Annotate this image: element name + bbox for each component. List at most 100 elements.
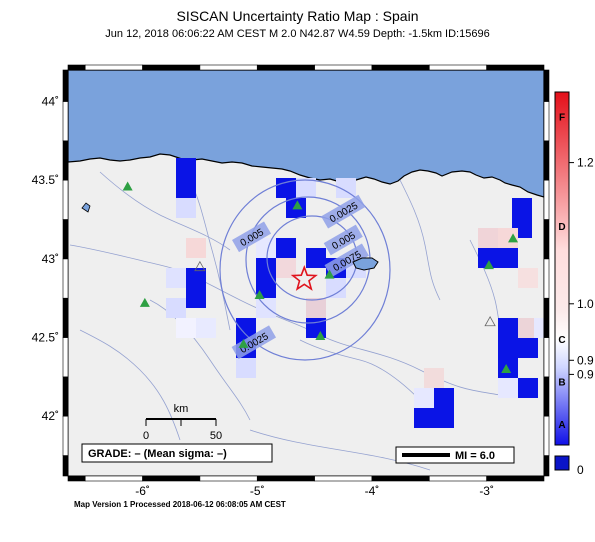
station-triangle-icon	[483, 260, 494, 270]
border-segment	[199, 64, 258, 71]
border-segment	[314, 475, 373, 482]
grid-cell	[256, 298, 276, 318]
latitude-label: 43˚	[42, 252, 59, 266]
border-segment	[62, 337, 69, 378]
colorbar-zero-swatch	[554, 455, 570, 471]
border-segment	[84, 64, 143, 71]
latitude-label: 42.5˚	[32, 331, 59, 345]
colorbar-gradient	[554, 91, 570, 446]
border-segment	[429, 64, 487, 71]
colorbar-grade-label: F	[559, 113, 565, 124]
station-open-triangle-icon	[484, 315, 496, 327]
scale-start: 0	[143, 430, 149, 442]
grid-cell	[326, 278, 346, 298]
grid-cell	[534, 318, 544, 338]
border-segment	[62, 140, 69, 181]
station-triangle-icon	[238, 338, 249, 348]
grid-cell	[518, 338, 538, 358]
scale-bar: km 0 50	[143, 403, 222, 442]
grid-cell	[336, 178, 356, 198]
border-segment	[371, 475, 430, 482]
border-segment	[67, 64, 86, 71]
border-segment	[62, 179, 69, 220]
grid-cell	[256, 258, 276, 278]
grid-cell	[236, 358, 256, 378]
grid-cell	[518, 378, 538, 398]
latitude-label: 44˚	[42, 94, 59, 108]
border-segment	[62, 258, 69, 299]
border-segment	[371, 64, 430, 71]
grid-cell	[276, 178, 296, 198]
grid-cell	[176, 158, 196, 178]
border-segment	[543, 219, 550, 260]
station-triangle-icon	[324, 269, 335, 279]
station-triangle-icon	[501, 363, 512, 373]
open-stations	[194, 260, 496, 327]
colorbar-grade-label: A	[558, 420, 565, 431]
latitude-labels: 44˚ 43.5˚ 43˚ 42.5˚ 42˚	[32, 94, 59, 423]
grid-cell	[296, 178, 316, 198]
border-segment	[199, 475, 258, 482]
border-segment	[543, 69, 550, 102]
colorbar-tick-label: 0.9	[577, 367, 594, 381]
station-triangle-icon	[122, 181, 133, 191]
grid-cell	[434, 388, 454, 408]
station-triangle-icon	[508, 233, 519, 243]
grid-cell	[236, 318, 256, 338]
grid-cell	[424, 368, 444, 388]
grid-cell	[434, 408, 454, 428]
latitude-label: 42˚	[42, 409, 59, 423]
border-segment	[62, 376, 69, 417]
mi-box: MI = 6.0	[395, 446, 515, 464]
border-segment	[543, 337, 550, 378]
colorbar-tick-label: 1.0	[577, 297, 594, 311]
border-segment	[543, 455, 550, 477]
border-segment	[67, 475, 86, 482]
border-segment	[142, 475, 201, 482]
station-open-triangle-icon	[194, 260, 206, 272]
grid-cell	[166, 268, 186, 288]
border-segment	[543, 179, 550, 220]
grid-cell	[186, 288, 206, 308]
station-triangle-icon	[315, 330, 326, 340]
grid-cell	[186, 238, 206, 258]
border-segment	[62, 455, 69, 477]
epicenter-star-icon	[290, 265, 318, 291]
grid-cell	[276, 238, 296, 258]
grid-cell	[276, 258, 296, 278]
border-segment	[543, 140, 550, 181]
border-segment	[142, 64, 201, 71]
border-segment	[543, 376, 550, 417]
longitude-label: -6˚	[135, 484, 150, 498]
border-segment	[62, 219, 69, 260]
map-border-ticks	[62, 64, 550, 482]
stations	[122, 181, 519, 373]
island-shape	[352, 257, 379, 271]
grid-cell	[478, 248, 498, 268]
border-segment	[543, 297, 550, 338]
colorbar: 1.2 1.0 0.90.9 F D C B A 0	[554, 91, 594, 477]
map-subtitle: Jun 12, 2018 06:06:22 AM CEST M 2.0 N42.…	[105, 28, 490, 40]
grid-cell	[186, 268, 206, 288]
colorbar-ticks: 1.2 1.0 0.90.9	[569, 156, 594, 381]
colorbar-grade-label: C	[558, 335, 565, 346]
latitude-label: 43.5˚	[32, 173, 59, 187]
longitude-labels: -6˚ -5˚ -4˚ -3˚	[135, 484, 494, 498]
border-segment	[256, 475, 315, 482]
station-triangle-icon	[254, 290, 265, 300]
scale-unit: km	[174, 403, 189, 415]
border-segment	[486, 64, 545, 71]
border-segment	[84, 475, 143, 482]
grid-cell	[256, 238, 276, 258]
mi-text: MI = 6.0	[455, 450, 495, 462]
grid-cell	[414, 388, 434, 408]
grid-cell	[478, 228, 498, 248]
colorbar-tick-label: 0.9	[577, 353, 594, 367]
border-segment	[543, 415, 550, 456]
grid-cell	[176, 198, 196, 218]
grid-cell	[176, 178, 196, 198]
colorbar-tick-label: 1.2	[577, 156, 594, 170]
lake-shape	[81, 202, 91, 213]
